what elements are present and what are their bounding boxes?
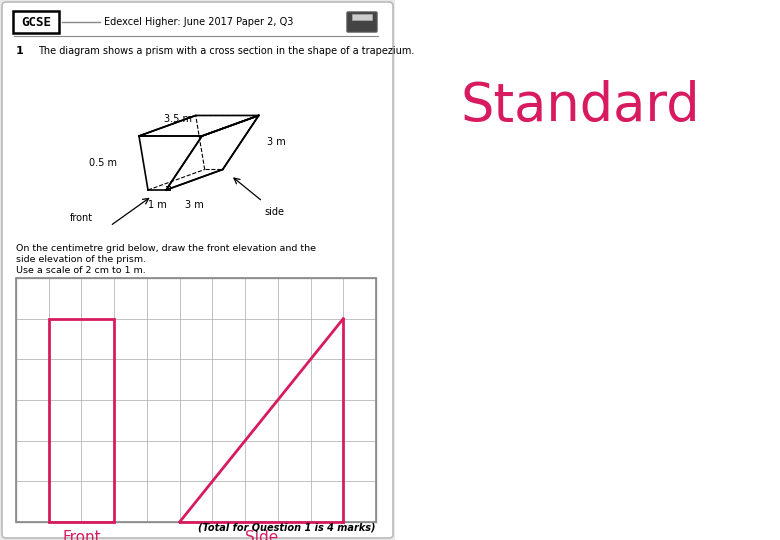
Text: 3 m: 3 m <box>267 138 285 147</box>
Bar <box>48 319 114 522</box>
Text: 1: 1 <box>16 46 23 56</box>
Text: Edexcel Higher: June 2017 Paper 2, Q3: Edexcel Higher: June 2017 Paper 2, Q3 <box>104 17 293 27</box>
Text: 0.5 m: 0.5 m <box>89 158 117 168</box>
Text: 3.5 m: 3.5 m <box>165 114 193 124</box>
Text: Standard: Standard <box>460 80 700 132</box>
Text: Front: Front <box>62 530 101 540</box>
Text: Side: Side <box>245 530 278 540</box>
Text: 3 m: 3 m <box>185 200 204 210</box>
FancyBboxPatch shape <box>13 11 59 33</box>
Bar <box>395 0 780 540</box>
Text: side: side <box>264 207 285 218</box>
FancyBboxPatch shape <box>347 12 377 32</box>
Bar <box>16 278 376 522</box>
Text: The diagram shows a prism with a cross section in the shape of a trapezium.: The diagram shows a prism with a cross s… <box>38 46 414 56</box>
Bar <box>352 14 372 20</box>
Text: (Total for Question 1 is 4 marks): (Total for Question 1 is 4 marks) <box>197 522 375 532</box>
Text: On the centimetre grid below, draw the front elevation and the: On the centimetre grid below, draw the f… <box>16 244 316 253</box>
FancyBboxPatch shape <box>2 2 393 538</box>
Text: 1 m: 1 m <box>147 200 166 210</box>
Text: GCSE: GCSE <box>21 16 51 29</box>
Text: front: front <box>70 213 93 223</box>
Text: Use a scale of 2 cm to 1 m.: Use a scale of 2 cm to 1 m. <box>16 266 146 275</box>
Text: side elevation of the prism.: side elevation of the prism. <box>16 255 146 264</box>
